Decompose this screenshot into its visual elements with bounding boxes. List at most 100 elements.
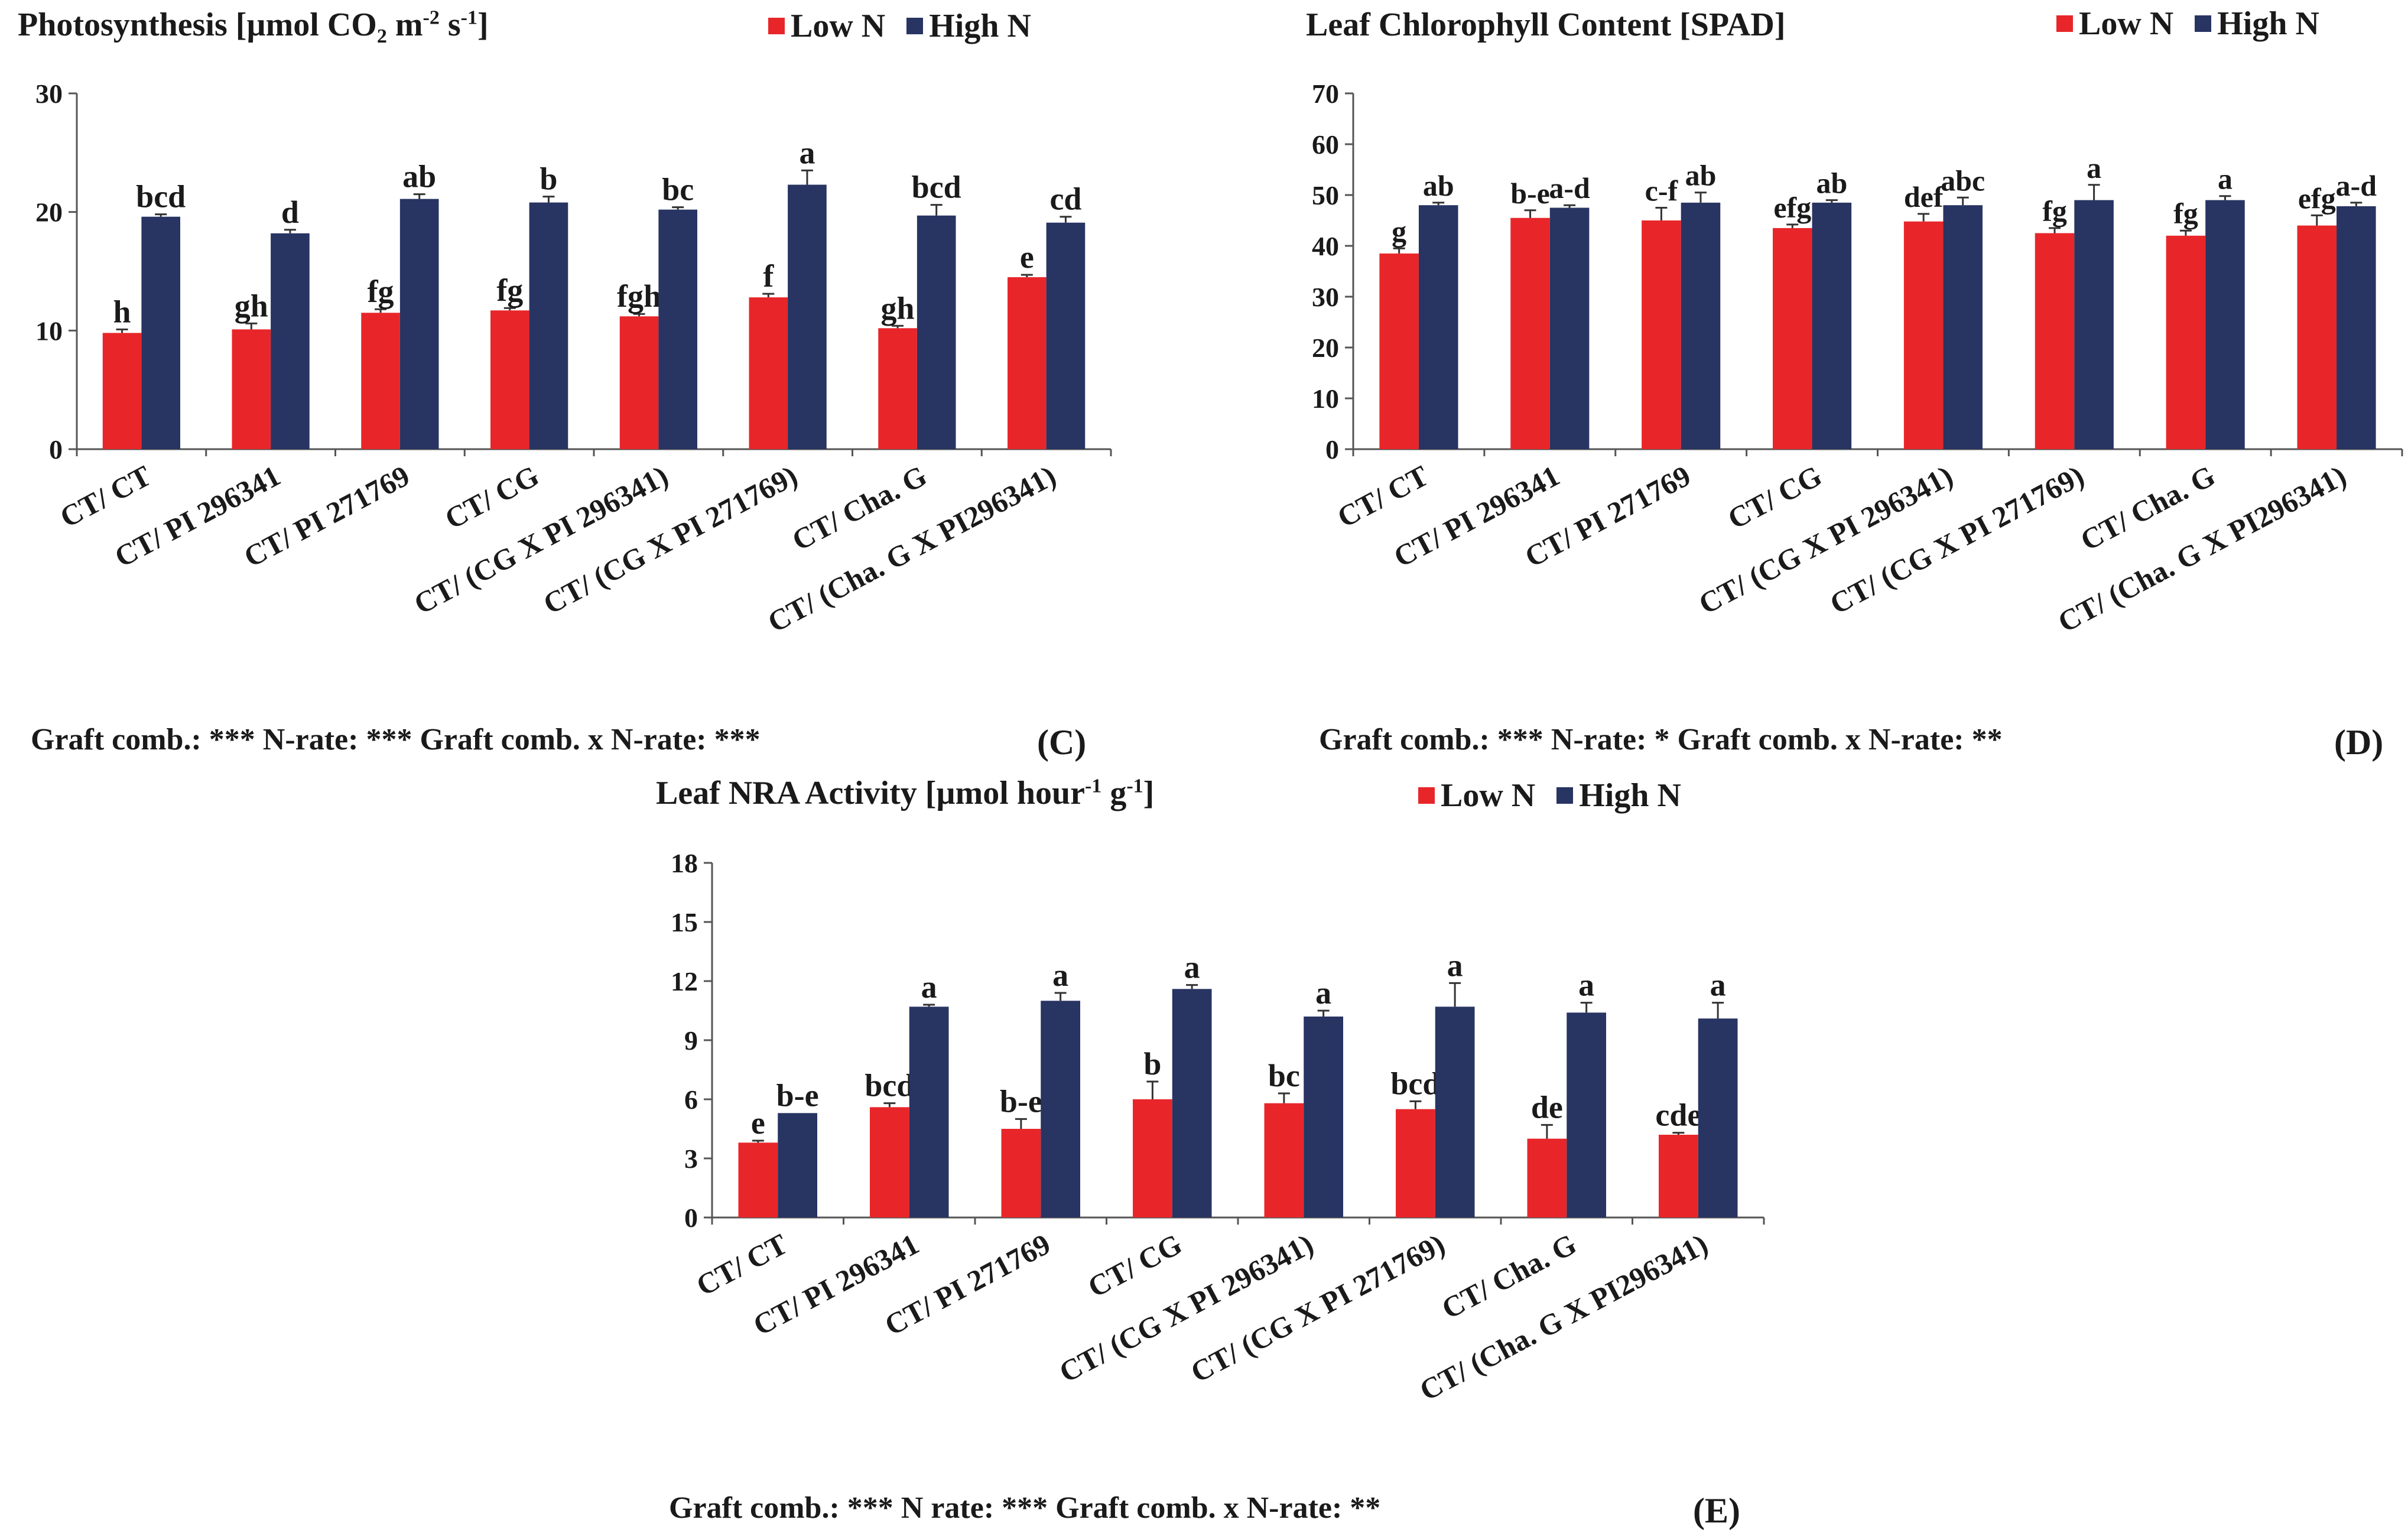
significance-stats: Graft comb.: *** N-rate: * Graft comb. x… (1319, 723, 2003, 756)
significance-letter: a (921, 969, 937, 1005)
significance-letter: fg (496, 272, 523, 308)
bar-high-n (271, 233, 310, 449)
bar-low-n (878, 328, 917, 449)
chart-title: Leaf NRA Activity [µmol hour-1 g-1] (656, 775, 1155, 811)
x-tick-label: CT/ CG (1083, 1227, 1187, 1304)
bar-low-n (232, 329, 271, 449)
bar-low-n (102, 333, 142, 449)
bar-low-n (619, 316, 659, 449)
bar-high-n (141, 216, 180, 449)
significance-letter: efg (1773, 191, 1811, 224)
legend-label-high: High N (2217, 5, 2319, 42)
significance-letter: a (1447, 947, 1463, 983)
x-tick-label: CT/ CT (1332, 459, 1434, 534)
bar-high-n (1943, 205, 1983, 449)
bar-high-n (399, 199, 439, 449)
legend-swatch-low (1418, 787, 1435, 804)
significance-letter: a (1184, 950, 1200, 985)
significance-letter: bc (662, 172, 694, 207)
bar-low-n (1008, 277, 1047, 449)
y-tick-label: 20 (1312, 333, 1339, 363)
significance-letter: bc (1268, 1058, 1300, 1093)
bar-low-n (1659, 1135, 1698, 1217)
bar-low-n (1527, 1138, 1567, 1217)
significance-letter: bcd (912, 170, 961, 205)
significance-letter: ab (1685, 159, 1717, 192)
bar-low-n (1510, 217, 1550, 449)
y-tick-label: 30 (1312, 282, 1339, 312)
bar-high-n (788, 184, 827, 449)
significance-letter: a (1052, 957, 1068, 993)
bar-low-n (1396, 1109, 1435, 1217)
legend-swatch-low (2056, 15, 2073, 32)
bar-high-n (529, 202, 568, 449)
legend: Low N High N (1418, 777, 1702, 814)
bar-high-n (1172, 989, 1212, 1217)
y-tick-label: 40 (1312, 231, 1339, 261)
legend-label-low: Low N (791, 8, 886, 44)
significance-letter: def (1904, 180, 1944, 213)
bar-low-n (361, 313, 400, 449)
significance-letter: efg (2298, 181, 2336, 215)
bar-low-n (1379, 253, 1419, 449)
y-tick-label: 12 (671, 966, 698, 996)
bar-high-n (1041, 1001, 1080, 1217)
significance-letter: ab (1816, 167, 1847, 200)
y-tick-label: 0 (684, 1203, 698, 1233)
bar-low-n (490, 310, 529, 449)
y-tick-label: 10 (35, 316, 63, 346)
significance-letter: b-e (1510, 177, 1550, 210)
significance-letter: c-f (1645, 174, 1679, 207)
bar-high-n (2074, 200, 2114, 449)
y-tick-label: 60 (1312, 129, 1339, 160)
x-tick-label: CT/ CG (440, 459, 544, 535)
significance-letter: a (1710, 967, 1726, 1003)
x-tick-label: CT/ (CG X PI 271769) (1185, 1227, 1450, 1389)
panel-label: (D) (2334, 723, 2384, 762)
y-tick-label: 70 (1312, 79, 1339, 109)
significance-letter: g (1392, 215, 1406, 248)
legend-item-high: High N (1556, 777, 1681, 814)
significance-letter: a-d (2336, 169, 2377, 202)
x-tick-label: CT/ (CG X PI 296341) (1054, 1227, 1318, 1389)
significance-letter: a (2087, 151, 2101, 184)
significance-letter: fgh (617, 278, 661, 314)
significance-letter: bcd (1390, 1066, 1440, 1101)
bar-low-n (2035, 233, 2075, 449)
bar-low-n (1001, 1129, 1041, 1217)
y-tick-label: 9 (684, 1025, 698, 1056)
panel-label: (E) (1693, 1491, 1740, 1530)
significance-letter: a (1315, 975, 1331, 1011)
bar-low-n (1264, 1103, 1304, 1217)
significance-letter: d (281, 194, 299, 230)
panel-photosynthesis: Photosynthesis [µmol CO2 m-2 s-1] Low N … (0, 0, 1176, 768)
legend-label-high: High N (1579, 777, 1681, 814)
significance-letter: ab (402, 159, 436, 194)
y-tick-label: 0 (1325, 434, 1339, 465)
bar-high-n (1418, 205, 1458, 449)
legend-label-low: Low N (1441, 777, 1536, 814)
bar-high-n (1549, 207, 1590, 449)
bar-high-n (1435, 1006, 1475, 1217)
legend: Low N High N (768, 7, 1052, 45)
x-tick-label: CT/ (CG X PI 296341) (1693, 459, 1958, 621)
significance-letter: a-d (1549, 171, 1590, 204)
significance-stats: Graft comb.: *** N-rate: *** Graft comb.… (31, 723, 761, 756)
y-tick-label: 15 (671, 907, 698, 937)
x-tick-label: CT/ CT (54, 459, 156, 534)
legend-swatch-high (906, 18, 924, 34)
bar-low-n (1773, 228, 1812, 449)
significance-letter: ab (1423, 169, 1454, 202)
x-tick-label: CT/ CT (691, 1227, 792, 1302)
significance-letter: e (1020, 239, 1034, 275)
significance-letter: gh (881, 290, 915, 326)
bar-high-n (1567, 1012, 1606, 1217)
y-tick-label: 30 (35, 79, 63, 109)
significance-letter: e (751, 1105, 765, 1141)
x-tick-label: CT/ (CG X PI 271769) (1824, 459, 2089, 621)
legend-item-high: High N (906, 7, 1031, 45)
significance-stats: Graft comb.: *** N rate: *** Graft comb.… (669, 1491, 1381, 1525)
